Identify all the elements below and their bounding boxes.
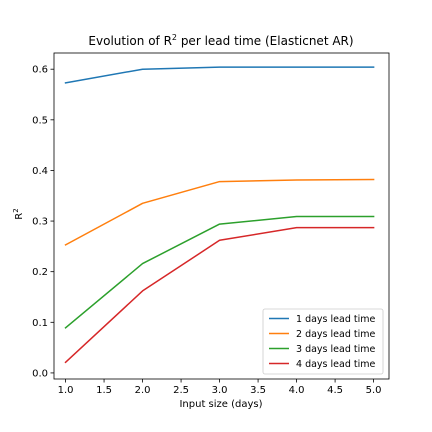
plot-area	[53, 52, 390, 380]
series-line-1	[64, 66, 375, 84]
x-tick-label: 3.0	[212, 385, 228, 396]
x-axis-label: Input size (days)	[179, 399, 262, 410]
x-axis: 1.0 1.5 2.0 2.5 3.0 3.5 4.0 4.5 5.0	[58, 379, 382, 396]
y-axis-label: R2	[12, 208, 25, 219]
y-tick-label: 0.6	[32, 65, 48, 76]
series-lines	[64, 66, 375, 364]
x-tick-label: 1.5	[96, 385, 112, 396]
legend-label-1: 1 days lead time	[296, 314, 375, 325]
series-line-2	[64, 178, 375, 246]
legend: 1 days lead time 2 days lead time 3 days l…	[262, 308, 384, 375]
x-tick-label: 4.0	[289, 385, 305, 396]
x-tick-label: 4.5	[327, 385, 343, 396]
legend-label-4: 4 days lead time	[296, 359, 375, 370]
y-tick-label: 0.4	[32, 166, 48, 177]
x-tick-label: 2.0	[135, 385, 151, 396]
y-tick-label: 0.3	[32, 217, 48, 228]
x-tick-label: 5.0	[366, 385, 382, 396]
plot-frame	[53, 52, 390, 380]
x-tick-label: 3.5	[250, 385, 266, 396]
series-line-4	[64, 226, 375, 364]
chart-title: Evolution of R2 per lead time (Elasticne…	[88, 33, 353, 48]
y-tick-label: 0.1	[32, 318, 48, 329]
legend-box	[262, 308, 384, 375]
y-axis: 0.0 0.1 0.2 0.3 0.4 0.5 0.6	[32, 65, 54, 379]
series-line-3	[64, 215, 375, 329]
x-tick-label: 2.5	[173, 385, 189, 396]
y-tick-label: 0.2	[32, 267, 48, 278]
y-tick-label: 0.5	[32, 115, 48, 126]
x-tick-label: 1.0	[58, 385, 74, 396]
y-tick-label: 0.0	[32, 368, 48, 379]
legend-label-2: 2 days lead time	[296, 329, 375, 340]
legend-label-3: 3 days lead time	[296, 344, 375, 355]
